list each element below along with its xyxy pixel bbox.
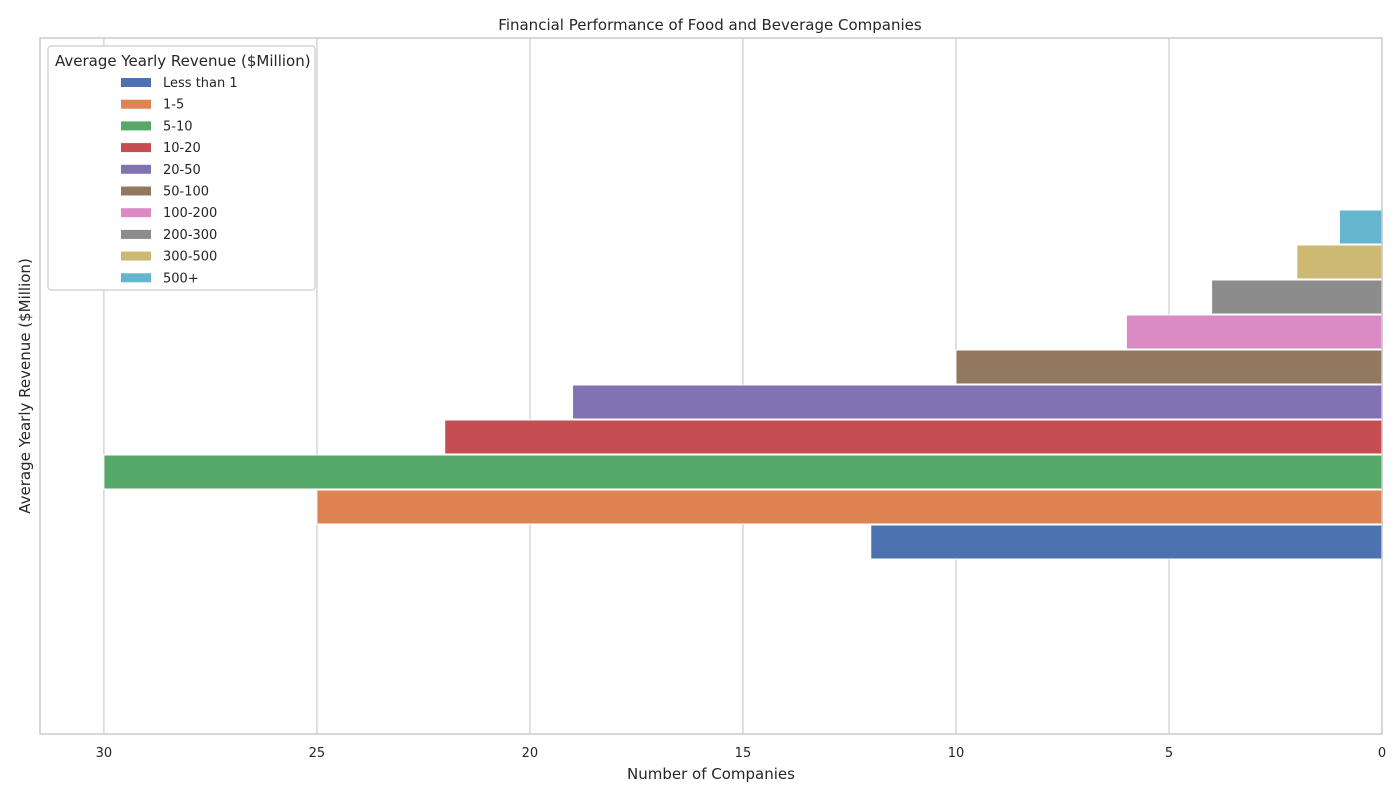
legend-items: Less than 1 1-5 5-10 10-20 20-50 50-100 100-20… — [121, 76, 238, 286]
legend-swatch — [121, 273, 151, 283]
legend-swatch — [121, 121, 151, 131]
chart-title: Financial Performance of Food and Bevera… — [498, 16, 922, 34]
legend-swatch — [121, 78, 151, 87]
legend-swatch — [121, 186, 151, 196]
legend-label: 1-5 — [163, 98, 184, 113]
bar-6 — [955, 349, 1383, 385]
x-tick-label: 10 — [948, 746, 965, 761]
legend-label: 200-300 — [163, 228, 217, 243]
bar-5 — [572, 384, 1383, 420]
bar-7 — [1125, 314, 1383, 350]
bar-1 — [870, 524, 1383, 560]
bars-layer — [103, 209, 1383, 560]
x-tick-label: 15 — [735, 746, 752, 761]
legend-label: 300-500 — [163, 250, 217, 265]
bar-3 — [103, 454, 1383, 490]
x-tick-label: 25 — [309, 746, 326, 761]
bar-2 — [316, 489, 1383, 525]
bar-10 — [1338, 209, 1383, 245]
legend-swatch — [121, 229, 151, 239]
x-tick-label: 20 — [522, 746, 539, 761]
y-axis-title: Average Yearly Revenue ($Million) — [16, 258, 34, 514]
legend: Average Yearly Revenue ($Million) Less t… — [47, 45, 316, 291]
legend-label: 20-50 — [163, 163, 201, 178]
x-tick-label: 0 — [1378, 746, 1386, 761]
bar-9 — [1296, 244, 1383, 280]
x-tick-labels: 30 25 20 15 10 5 0 — [96, 746, 1387, 761]
legend-label: 5-10 — [163, 119, 193, 134]
x-axis-title: Number of Companies — [627, 765, 795, 783]
legend-swatch — [121, 251, 151, 261]
x-tick-label: 30 — [96, 746, 113, 761]
bar-8 — [1211, 279, 1383, 315]
legend-frame — [47, 45, 316, 291]
legend-swatch — [121, 164, 151, 174]
legend-title: Average Yearly Revenue ($Million) — [55, 52, 311, 70]
legend-label: Less than 1 — [163, 76, 238, 91]
legend-label: 50-100 — [163, 185, 209, 200]
x-tick-label: 5 — [1165, 746, 1173, 761]
bar-4 — [444, 419, 1383, 455]
legend-label: 10-20 — [163, 141, 201, 156]
legend-label: 500+ — [163, 271, 199, 286]
legend-label: 100-200 — [163, 206, 217, 221]
plot-frame — [39, 37, 1383, 735]
legend-swatch — [121, 99, 151, 109]
legend-swatch — [121, 143, 151, 153]
legend-swatch — [121, 208, 151, 218]
